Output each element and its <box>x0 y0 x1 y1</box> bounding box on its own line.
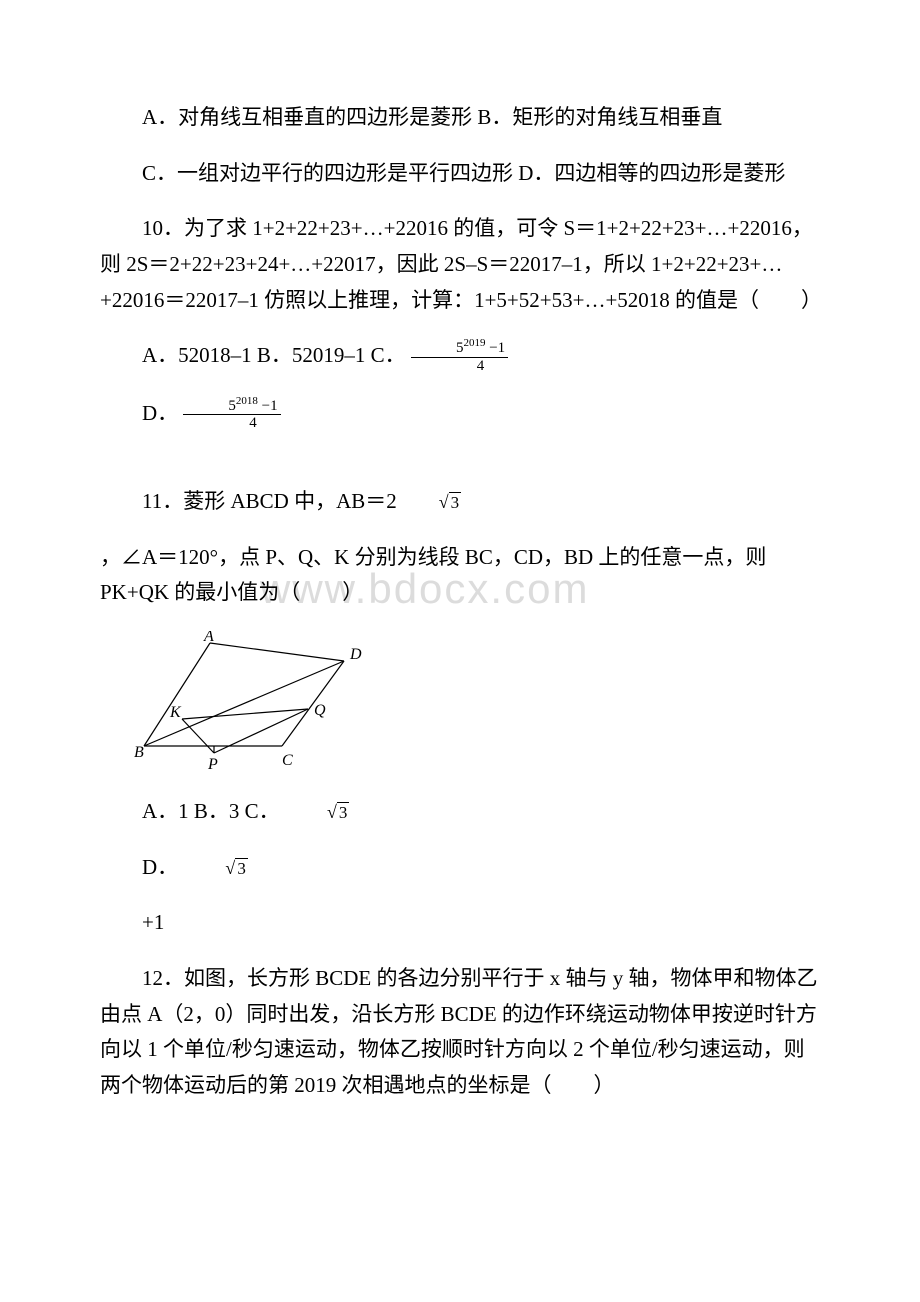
sqrt-symbol: 3 <box>285 794 349 830</box>
fraction-denominator: 4 <box>183 415 280 432</box>
q12-stem: 12．如图，长方形 BCDE 的各边分别平行于 x 轴与 y 轴，物体甲和物体乙… <box>100 961 820 1104</box>
fraction-denominator: 4 <box>411 358 508 375</box>
q11-stem-text: 11．菱形 ABCD 中，AB＝2 <box>142 489 397 513</box>
svg-text:Q: Q <box>314 702 326 719</box>
q11-options-abc: A．1 B．3 C． 3 <box>100 794 820 830</box>
q10-options-abc: A．52018–1 B．52019–1 C． 52019 −1 4 <box>100 338 820 376</box>
svg-text:C: C <box>282 752 293 769</box>
svg-text:B: B <box>134 744 144 761</box>
q11-stem-line2: ，∠A＝120°，点 P、Q、K 分别为线段 BC，CD，BD 上的任意一点，则… <box>100 540 820 611</box>
spacer <box>100 454 820 484</box>
q10-opt-abc-text: A．52018–1 B．52019–1 C． <box>142 343 406 367</box>
minus-one: −1 <box>262 398 278 414</box>
q11-rhombus-diagram: A D B C P K Q <box>132 631 820 776</box>
q10-stem: 10．为了求 1+2+22+23+…+22016 的值，可令 S＝1+2+22+… <box>100 211 820 318</box>
exponent: 2019 <box>463 337 485 349</box>
q10-fraction-d: 52018 −1 4 <box>183 395 280 432</box>
radicand: 3 <box>235 858 248 878</box>
svg-text:P: P <box>207 756 218 771</box>
q11-option-d-plus1: +1 <box>100 905 820 941</box>
q9-options-ab: A．对角线互相垂直的四边形是菱形 B．矩形的对角线互相垂直 <box>100 100 820 136</box>
document-content: A．对角线互相垂直的四边形是菱形 B．矩形的对角线互相垂直 C．一组对边平行的四… <box>100 100 820 1104</box>
fraction-numerator: 52018 −1 <box>183 395 280 416</box>
q11-opt-d-text: D． <box>142 855 178 879</box>
sqrt-symbol: 3 <box>397 484 461 520</box>
radicand: 3 <box>449 492 462 512</box>
fraction-numerator: 52019 −1 <box>411 337 508 358</box>
svg-text:K: K <box>169 704 182 721</box>
svg-text:D: D <box>349 646 362 663</box>
q11-opt-abc-text: A．1 B．3 C． <box>142 799 280 823</box>
exponent: 2018 <box>236 395 258 407</box>
minus-one: −1 <box>489 340 505 356</box>
base: 5 <box>228 398 236 414</box>
radicand: 3 <box>337 802 350 822</box>
q10-opt-d-text: D． <box>142 401 178 425</box>
sqrt-symbol: 3 <box>183 850 247 886</box>
q11-option-d: D． 3 <box>100 850 820 886</box>
q11-stem-line1: 11．菱形 ABCD 中，AB＝2 3 <box>100 484 820 520</box>
svg-text:A: A <box>203 631 214 645</box>
q10-option-d: D． 52018 −1 4 <box>100 396 820 434</box>
q9-options-cd: C．一组对边平行的四边形是平行四边形 D．四边相等的四边形是菱形 <box>100 156 820 192</box>
q10-fraction-c: 52019 −1 4 <box>411 337 508 374</box>
rhombus-svg: A D B C P K Q <box>132 631 362 771</box>
